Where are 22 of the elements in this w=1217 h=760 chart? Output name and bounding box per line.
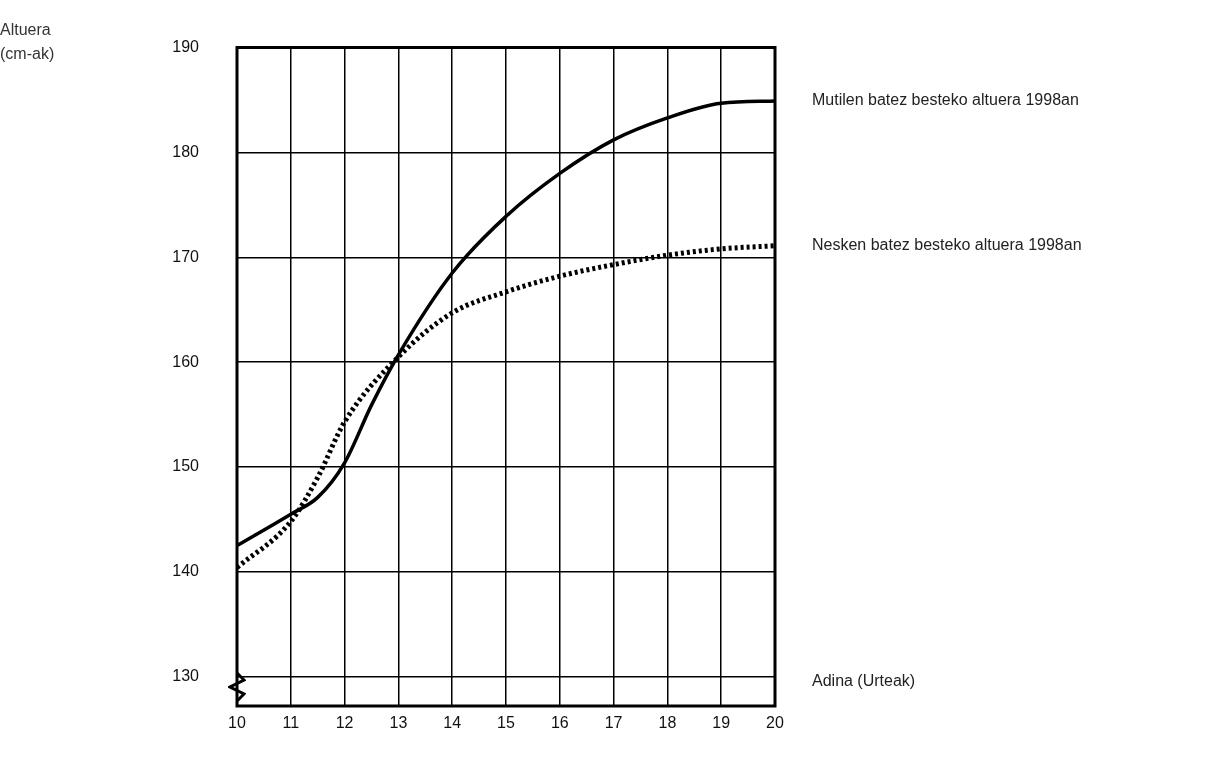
x-tick-label: 18 (658, 714, 677, 732)
x-tick-label: 19 (712, 714, 731, 732)
x-tick-label: 16 (550, 714, 569, 732)
y-tick-label: 180 (172, 142, 200, 160)
y-tick-label: 190 (172, 38, 200, 56)
y-tick-label: 130 (172, 667, 200, 685)
x-tick-label: 17 (604, 714, 623, 732)
y-tick-label: 140 (172, 562, 200, 580)
text: Nesken batez besteko altuera 1998an (812, 236, 1082, 254)
x-tick-label: 14 (443, 714, 462, 732)
x-axis-title: Adina (Urteak) (812, 672, 916, 690)
x-tick-label: 10 (228, 714, 246, 732)
x-tick-label: 20 (766, 714, 784, 732)
x-tick-label: 15 (497, 714, 515, 732)
x-tick-label: 12 (335, 714, 354, 732)
y-tick-label: 170 (172, 247, 200, 265)
y-tick-label: 160 (172, 352, 200, 370)
y-tick-label: 150 (172, 457, 200, 475)
x-tick-label: 11 (282, 714, 300, 732)
text: Mutilen batez besteko altuera 1998an (812, 91, 1079, 109)
text: Altuera (cm-ak) (0, 20, 56, 64)
x-tick-label: 13 (389, 714, 408, 732)
